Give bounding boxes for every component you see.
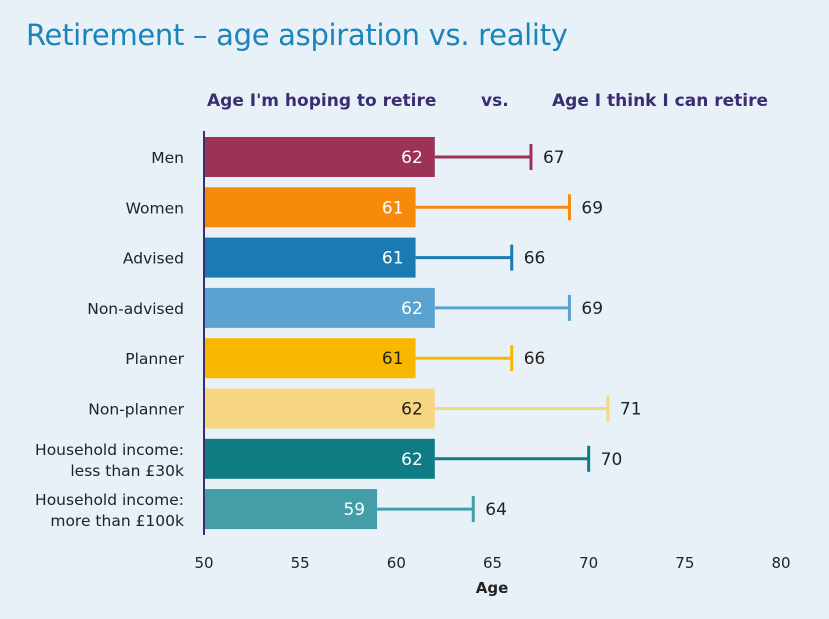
category-label: Non-planner [88, 401, 184, 419]
chart-title: Retirement – age aspiration vs. reality [26, 18, 568, 52]
category-label: Household income: [35, 441, 184, 459]
bar [204, 438, 435, 479]
bar-value-label: 61 [382, 249, 404, 269]
x-tick-label: 80 [771, 554, 790, 572]
bar-value-label: 62 [401, 148, 423, 168]
bar [204, 287, 435, 328]
bar-value-label: 62 [401, 450, 423, 470]
bar [204, 137, 435, 177]
x-tick-label: 70 [579, 554, 598, 572]
whisker-value-label: 64 [485, 500, 507, 520]
whisker-value-label: 67 [543, 148, 565, 168]
whisker-value-label: 69 [581, 299, 603, 319]
category-label: Advised [123, 250, 184, 268]
header-vs: vs. [481, 91, 509, 111]
whisker-value-label: 66 [524, 249, 546, 269]
bar-value-label: 61 [382, 198, 404, 218]
bar [204, 187, 416, 228]
x-tick-label: 60 [387, 554, 406, 572]
x-tick-label: 50 [194, 554, 213, 572]
category-label: Planner [125, 350, 184, 368]
bar-value-label: 59 [343, 500, 365, 520]
bar-value-label: 62 [401, 400, 423, 420]
bar-value-label: 61 [382, 349, 404, 369]
x-tick-label: 55 [291, 554, 310, 572]
bar [204, 489, 378, 530]
category-label: Non-advised [87, 300, 184, 318]
category-label: Women [126, 199, 184, 217]
x-axis-label: Age [476, 579, 509, 597]
header-hoping: Age I'm hoping to retire [207, 91, 437, 111]
category-label: Household income: [35, 491, 184, 509]
whisker-value-label: 70 [601, 450, 623, 470]
x-tick-label: 65 [483, 554, 502, 572]
x-tick-label: 75 [675, 554, 694, 572]
category-label: Men [151, 149, 184, 167]
whisker-value-label: 71 [620, 400, 642, 420]
bar [204, 338, 416, 379]
whisker-value-label: 69 [581, 198, 603, 218]
bar-value-label: 62 [401, 299, 423, 319]
category-label: less than £30k [70, 462, 184, 480]
whisker-value-label: 66 [524, 349, 546, 369]
category-label: more than £100k [50, 512, 184, 530]
header-think: Age I think I can retire [552, 91, 768, 111]
bar [204, 237, 416, 278]
bar [204, 388, 435, 429]
